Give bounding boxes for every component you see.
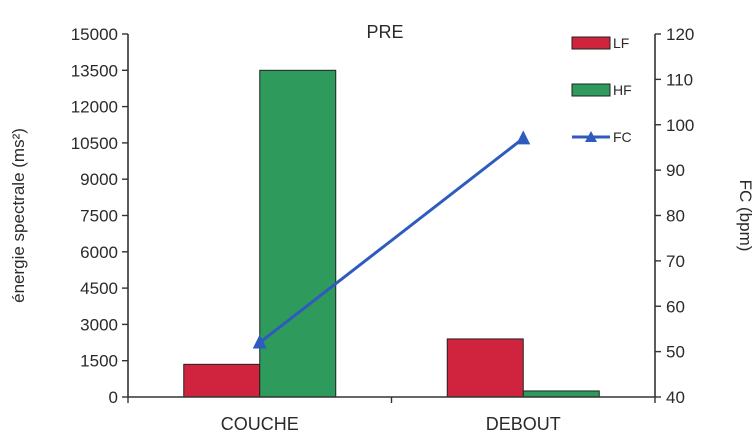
y-left-tick-label: 7500 xyxy=(80,207,118,226)
y-right-tick-label: 110 xyxy=(666,70,693,89)
legend-marker-fc xyxy=(585,131,597,142)
y-right-tick-label: 90 xyxy=(666,161,685,180)
y-right-tick-label: 40 xyxy=(666,388,685,407)
y-axis-right-ticks: 40 50 60 70 80 90 100 110 120 xyxy=(655,25,694,407)
x-axis-ticks: COUCHE DEBOUT xyxy=(127,397,656,434)
bar-hf-debout xyxy=(522,390,600,398)
y-right-tick-label: 80 xyxy=(666,207,685,226)
y-right-tick-label: 50 xyxy=(666,343,685,362)
line-fc xyxy=(258,137,525,344)
marker-fc-couche xyxy=(252,334,267,349)
bar-lf-couche xyxy=(183,363,261,398)
bar-lf-debout xyxy=(446,338,524,398)
y-left-tick-label: 0 xyxy=(109,388,118,407)
y-left-tick-label: 12000 xyxy=(71,98,118,117)
x-category-label: DEBOUT xyxy=(486,414,561,434)
x-category-label: COUCHE xyxy=(221,414,299,434)
y-left-tick-label: 3000 xyxy=(80,315,118,334)
y-left-tick-label: 15000 xyxy=(71,25,118,44)
y-axis-left-title: énergie spectrale (ms²) xyxy=(9,128,28,303)
y-left-tick-label: 10500 xyxy=(71,134,118,153)
bars xyxy=(183,69,600,398)
y-axis-left-ticks: 0 1500 3000 4500 6000 7500 9000 10500 12000 13500… xyxy=(71,25,128,407)
y-left-tick-label: 6000 xyxy=(80,243,118,262)
bar-hf-couche xyxy=(259,69,337,398)
y-left-tick-label: 9000 xyxy=(80,170,118,189)
legend-swatch-lf xyxy=(571,36,611,50)
legend-label-hf: HF xyxy=(613,82,632,98)
legend-label-lf: LF xyxy=(613,35,629,51)
y-left-tick-label: 4500 xyxy=(80,279,118,298)
y-left-tick-label: 13500 xyxy=(71,61,118,80)
y-axis-right-title: FC (bpm) xyxy=(736,180,755,252)
y-left-tick-label: 1500 xyxy=(80,352,118,371)
marker-fc-debout xyxy=(516,130,531,145)
y-right-tick-label: 60 xyxy=(666,297,685,316)
y-right-tick-label: 100 xyxy=(666,116,694,135)
y-right-tick-label: 70 xyxy=(666,252,685,271)
legend-label-fc: FC xyxy=(613,129,632,145)
y-right-tick-label: 120 xyxy=(666,25,694,44)
legend-swatch-hf xyxy=(571,83,611,97)
legend: LF HF FC xyxy=(571,35,632,145)
chart-title: PRE xyxy=(366,22,403,42)
line-series xyxy=(252,130,531,349)
